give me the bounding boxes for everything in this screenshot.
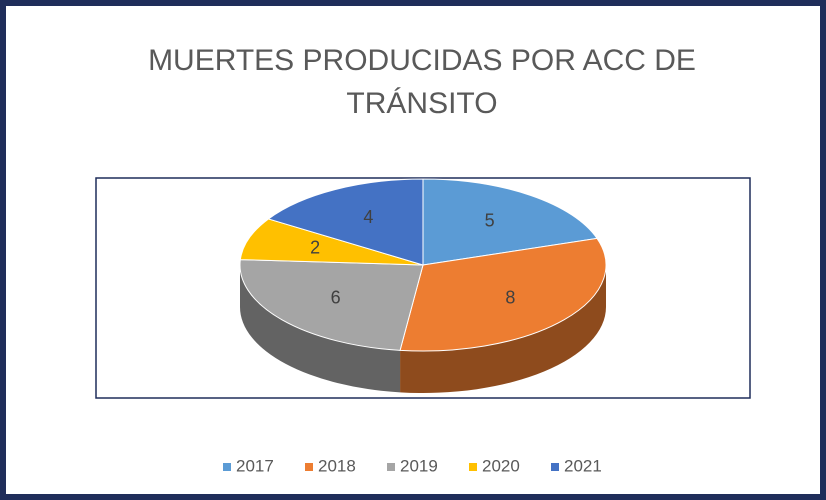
legend-label: 2020 — [482, 456, 520, 475]
plot-area — [95, 177, 751, 399]
data-label: 4 — [363, 207, 373, 227]
slice — [239, 259, 424, 351]
legend-label: 2017 — [236, 456, 274, 475]
legend-label: 2021 — [564, 456, 602, 475]
slice-side — [400, 265, 606, 393]
legend-label: 2018 — [318, 456, 356, 475]
legend-label: 2019 — [400, 456, 438, 475]
legend-swatch — [469, 463, 477, 471]
legend-swatch — [223, 463, 231, 471]
slice — [422, 178, 598, 266]
data-label: 6 — [331, 288, 341, 308]
data-label: 5 — [485, 211, 495, 231]
data-label: 2 — [310, 237, 320, 257]
data-label: 8 — [505, 288, 515, 308]
chart-title: MUERTES PRODUCIDAS POR ACC DE — [148, 44, 696, 77]
chart-title: TRÁNSITO — [346, 87, 497, 120]
legend-swatch — [387, 463, 395, 471]
legend-swatch — [551, 463, 559, 471]
legend-swatch — [305, 463, 313, 471]
slice — [239, 218, 424, 266]
slice — [399, 237, 607, 352]
slice — [267, 178, 424, 266]
slice-side — [240, 265, 401, 393]
